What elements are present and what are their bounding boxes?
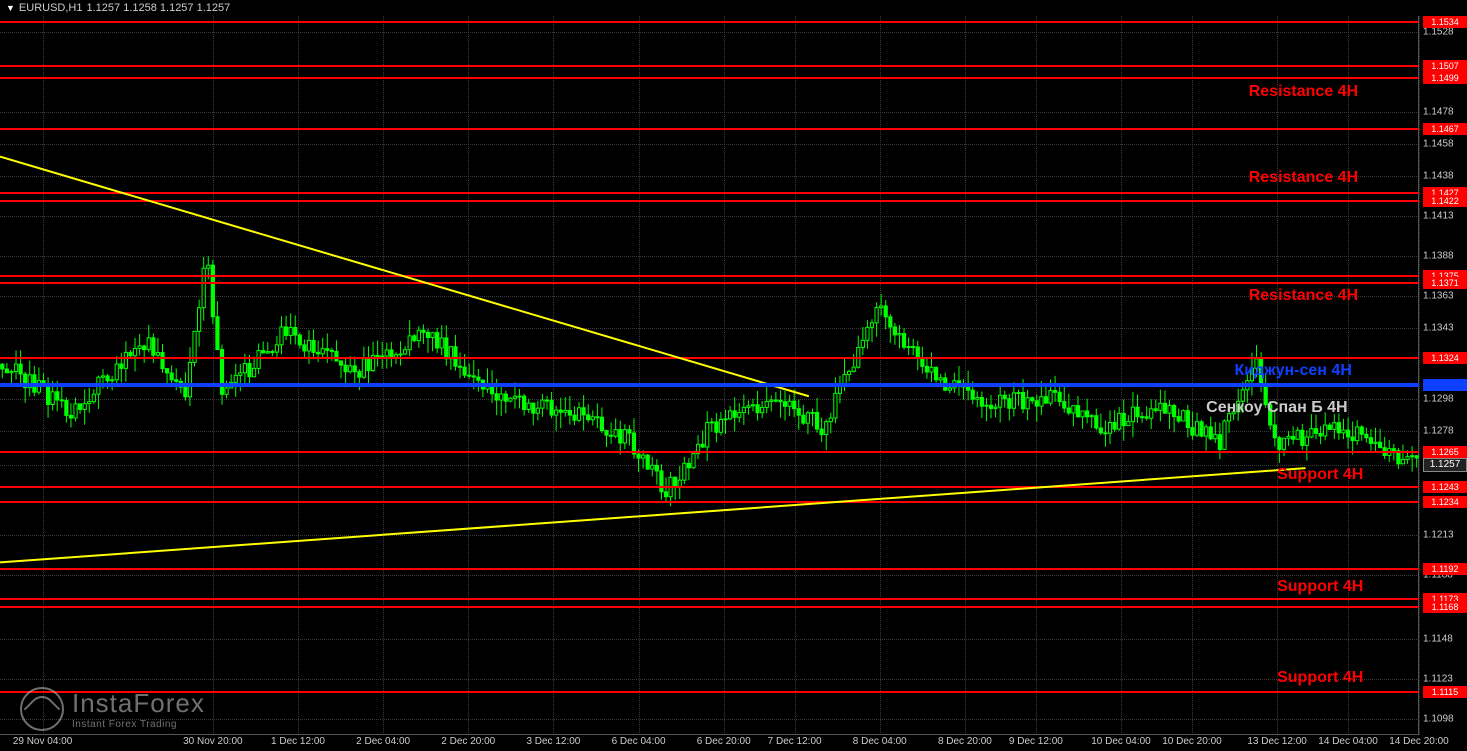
x-tick-label: 8 Dec 04:00: [853, 736, 907, 747]
y-tick-label: 1.1343: [1423, 322, 1454, 333]
y-tick-label: 1.1388: [1423, 250, 1454, 261]
x-tick-label: 14 Dec 04:00: [1318, 736, 1378, 747]
chart-annotation: Сенкоу Спан Б 4H: [1206, 399, 1347, 417]
x-tick-label: 10 Dec 20:00: [1162, 736, 1222, 747]
x-tick-label: 8 Dec 20:00: [938, 736, 992, 747]
chart-annotation: Resistance 4H: [1249, 287, 1358, 305]
ohlc-label: 1.1257 1.1258 1.1257 1.1257: [87, 2, 231, 14]
level-price-box: 1.1534: [1423, 16, 1467, 28]
x-tick-label: 14 Dec 20:00: [1389, 736, 1449, 747]
resistance-support-line: [0, 451, 1419, 453]
level-price-box: 1.1192: [1423, 563, 1467, 575]
x-tick-label: 7 Dec 12:00: [768, 736, 822, 747]
chart-annotation: Resistance 4H: [1249, 169, 1358, 187]
x-tick-label: 1 Dec 12:00: [271, 736, 325, 747]
x-tick-label: 2 Dec 20:00: [441, 736, 495, 747]
chart-annotation: Support 4H: [1277, 669, 1363, 687]
y-tick-label: 1.1458: [1423, 138, 1454, 149]
x-tick-label: 30 Nov 20:00: [183, 736, 243, 747]
resistance-support-line: [0, 275, 1419, 277]
x-tick-label: 10 Dec 04:00: [1091, 736, 1151, 747]
x-tick-label: 3 Dec 12:00: [526, 736, 580, 747]
level-price-box: 1.1324: [1423, 352, 1467, 364]
x-tick-label: 2 Dec 04:00: [356, 736, 410, 747]
resistance-support-line: [0, 21, 1419, 23]
logo-icon: [20, 687, 64, 731]
resistance-support-line: [0, 691, 1419, 693]
level-price-box: 1.1243: [1423, 481, 1467, 493]
watermark-sub: Instant Forex Trading: [72, 719, 205, 730]
chart-annotation: Resistance 4H: [1249, 83, 1358, 101]
x-tick-label: 29 Nov 04:00: [13, 736, 73, 747]
y-tick-label: 1.1478: [1423, 106, 1454, 117]
resistance-support-line: [0, 128, 1419, 130]
resistance-support-line: [0, 65, 1419, 67]
symbol-label: EURUSD,H1: [19, 2, 83, 14]
y-tick-label: 1.1123: [1423, 674, 1453, 685]
current-price-box: 1.1257: [1423, 458, 1467, 472]
kijun-sen-line: [0, 383, 1419, 387]
candlestick-series: [0, 16, 1419, 735]
x-axis: 29 Nov 04:00 30 Nov 20:00 1 Dec 12:00 2 Dec…: [0, 735, 1419, 751]
y-tick-label: 1.1213: [1423, 530, 1454, 541]
title-bar: ▼ EURUSD,H1 1.1257 1.1258 1.1257 1.1257: [0, 0, 230, 16]
resistance-support-line: [0, 606, 1419, 608]
resistance-support-line: [0, 357, 1419, 359]
level-price-box: 1.1499: [1423, 72, 1467, 84]
y-tick-label: 1.1438: [1423, 170, 1454, 181]
resistance-support-line: [0, 486, 1419, 488]
y-tick-label: 1.1278: [1423, 426, 1454, 437]
level-price-box: 1.1265: [1423, 446, 1467, 458]
x-tick-label: 6 Dec 20:00: [697, 736, 751, 747]
x-tick-label: 6 Dec 04:00: [612, 736, 666, 747]
watermark-text: InstaForex Instant Forex Trading: [72, 688, 205, 730]
dropdown-triangle-icon: ▼: [6, 3, 15, 13]
level-price-box: 1.1422: [1423, 195, 1467, 207]
kijun-price-box: [1423, 379, 1467, 391]
y-tick-label: 1.1148: [1423, 634, 1453, 645]
chart-root: ▼ EURUSD,H1 1.1257 1.1258 1.1257 1.1257 …: [0, 0, 1467, 751]
chart-annotation: Support 4H: [1277, 578, 1363, 596]
chart-annotation: Киджун-сен 4H: [1235, 362, 1352, 380]
resistance-support-line: [0, 501, 1419, 503]
y-tick-label: 1.1413: [1423, 210, 1454, 221]
resistance-support-line: [0, 598, 1419, 600]
level-price-box: 1.1168: [1423, 601, 1467, 613]
y-tick-label: 1.1098: [1423, 714, 1454, 725]
y-tick-label: 1.1363: [1423, 290, 1454, 301]
resistance-support-line: [0, 568, 1419, 570]
watermark: InstaForex Instant Forex Trading: [20, 687, 205, 731]
y-tick-label: 1.1298: [1423, 394, 1454, 405]
level-price-box: 1.1467: [1423, 123, 1467, 135]
resistance-support-line: [0, 77, 1419, 79]
level-price-box: 1.1234: [1423, 496, 1467, 508]
watermark-brand: InstaForex: [72, 688, 205, 719]
x-tick-label: 13 Dec 12:00: [1247, 736, 1307, 747]
level-price-box: 1.1507: [1423, 60, 1467, 72]
level-price-box: 1.1115: [1423, 686, 1467, 698]
level-price-box: 1.1371: [1423, 277, 1467, 289]
chart-annotation: Support 4H: [1277, 466, 1363, 484]
resistance-support-line: [0, 192, 1419, 194]
x-tick-label: 9 Dec 12:00: [1009, 736, 1063, 747]
resistance-support-line: [0, 200, 1419, 202]
resistance-support-line: [0, 282, 1419, 284]
plot-area[interactable]: 1.15341.15071.14991.14671.14271.14221.13…: [0, 16, 1419, 735]
